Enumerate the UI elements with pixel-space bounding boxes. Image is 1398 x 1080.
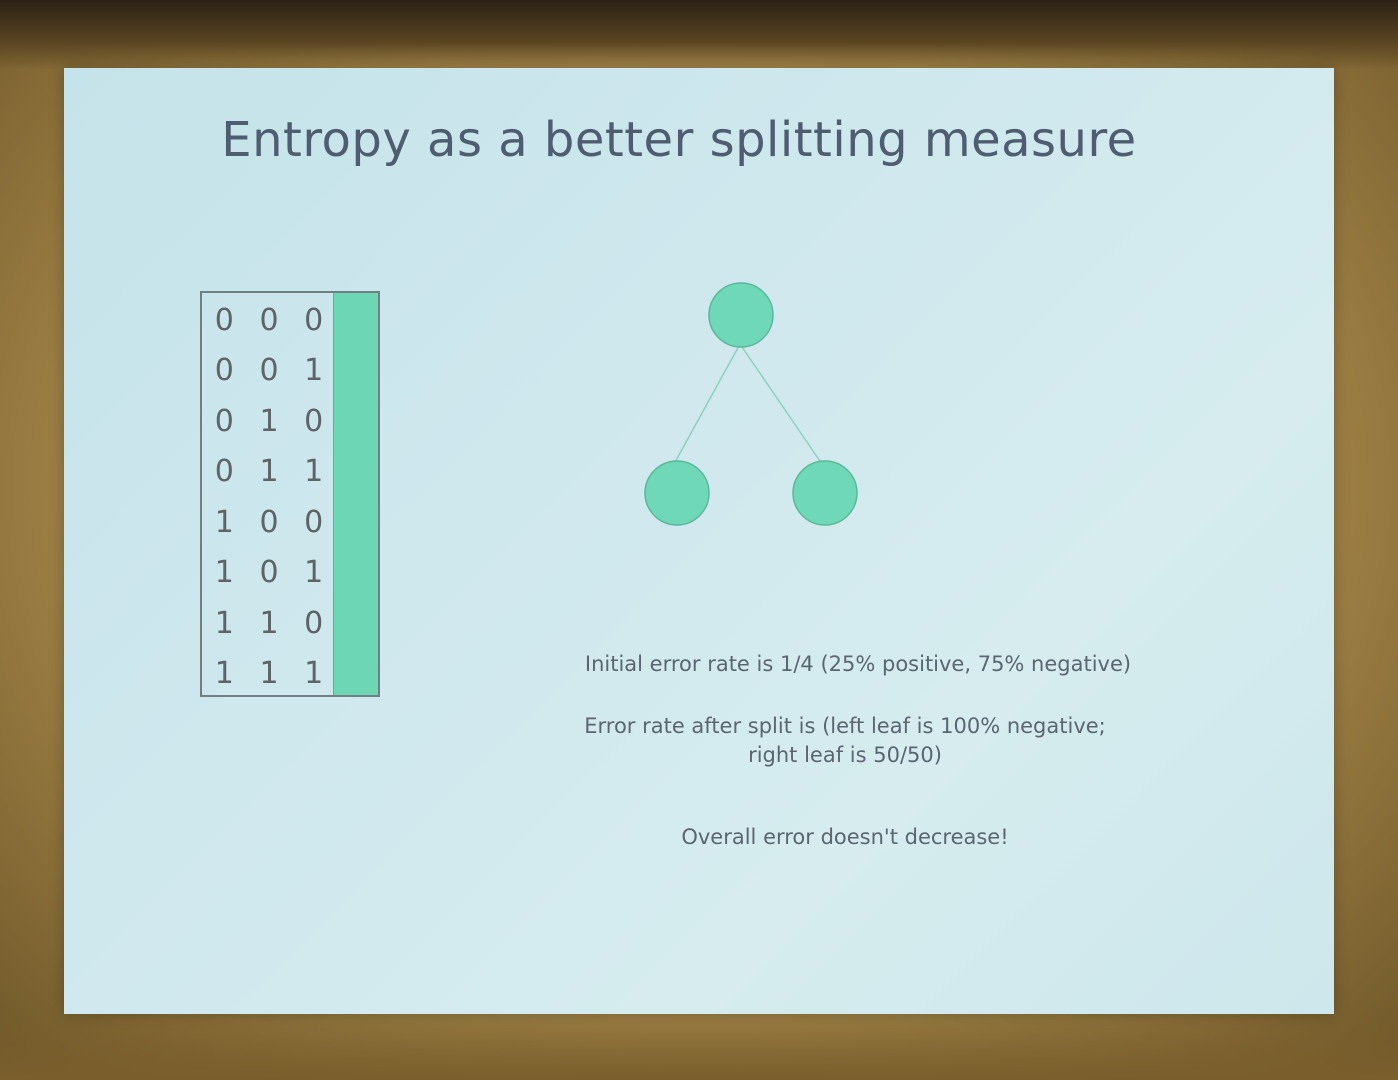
truth-table-cell: 0 <box>214 454 234 489</box>
overall-error-caption: Overall error doesn't decrease! <box>681 825 1009 849</box>
truth-table-cell: 1 <box>304 454 324 489</box>
truth-table-cell: 1 <box>304 353 324 388</box>
truth-table-cell: 1 <box>214 504 234 540</box>
truth-table-cell: 1 <box>259 656 279 691</box>
truth-table-cell: 0 <box>259 302 279 338</box>
projector-shadow-top <box>0 0 1398 70</box>
truth-table-cell: 1 <box>214 605 234 641</box>
truth-table-cell: 0 <box>304 302 324 338</box>
tree-edge-right <box>739 343 823 465</box>
initial-error-caption: Initial error rate is 1/4 (25% positive,… <box>584 652 1132 676</box>
truth-table-cell: 1 <box>304 555 324 590</box>
tree-edge-left <box>673 343 741 465</box>
after-split-caption-line2: right leaf is 50/50) <box>748 743 942 767</box>
truth-table-cell: 1 <box>214 656 234 691</box>
truth-table-cell: 0 <box>304 403 324 439</box>
truth-table-cell: 0 <box>304 504 324 540</box>
truth-table-cell: 1 <box>259 605 279 641</box>
truth-table-cell: 0 <box>214 353 234 388</box>
tree-root-node <box>708 282 774 348</box>
projector-shadow-bottom <box>0 1010 1398 1080</box>
truth-table-cell: 0 <box>304 605 324 641</box>
slide-title: Entropy as a better splitting measure <box>221 112 1137 168</box>
truth-table-cell: 0 <box>259 555 279 590</box>
truth-table-cell: 0 <box>214 403 234 439</box>
truth-table-cell: 0 <box>259 504 279 540</box>
label-column-bar <box>333 293 378 695</box>
truth-table-cell: 0 <box>214 302 234 338</box>
truth-table-cell: 1 <box>304 656 324 691</box>
tree-left-leaf <box>644 460 710 526</box>
truth-table-cell: 1 <box>259 454 279 489</box>
truth-table-cell: 1 <box>214 555 234 590</box>
tree-right-leaf <box>792 460 858 526</box>
truth-table-cell: 1 <box>259 403 279 439</box>
truth-table-cell: 0 <box>259 353 279 388</box>
split-tree-diagram <box>644 282 858 526</box>
after-split-caption-line1: Error rate after split is (left leaf is … <box>584 714 1106 738</box>
